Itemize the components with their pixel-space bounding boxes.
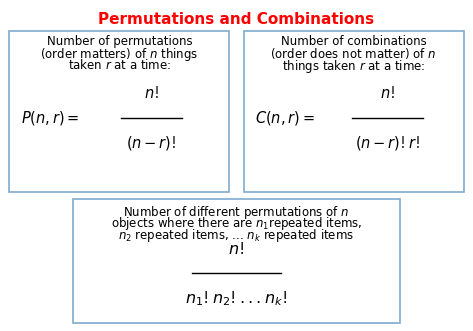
Text: Number of permutations: Number of permutations xyxy=(47,35,192,48)
Text: things taken $r$ at a time:: things taken $r$ at a time: xyxy=(282,58,425,75)
Text: $n_1!n_2!...n_k!$: $n_1!n_2!...n_k!$ xyxy=(185,289,288,307)
Text: (order matters) of $n$ things: (order matters) of $n$ things xyxy=(40,46,199,63)
FancyBboxPatch shape xyxy=(244,31,464,192)
Text: $n!$: $n!$ xyxy=(144,85,159,101)
Text: $n_2$ repeated items, ... $n_k$ repeated items: $n_2$ repeated items, ... $n_k$ repeated… xyxy=(118,227,355,244)
Text: $n!$: $n!$ xyxy=(380,85,395,101)
Text: Number of different permutations of $n$: Number of different permutations of $n$ xyxy=(123,204,350,220)
FancyBboxPatch shape xyxy=(73,199,400,323)
Text: taken $r$ at a time:: taken $r$ at a time: xyxy=(68,58,171,72)
Text: objects where there are $n_1$repeated items,: objects where there are $n_1$repeated it… xyxy=(111,215,362,232)
Text: $P(n,r) =$: $P(n,r) =$ xyxy=(21,109,80,126)
FancyBboxPatch shape xyxy=(9,31,229,192)
Text: (order does not matter) of $n$: (order does not matter) of $n$ xyxy=(270,46,437,61)
Text: $C(n,r) =$: $C(n,r) =$ xyxy=(255,109,315,126)
Text: $(n-r)!r!$: $(n-r)!r!$ xyxy=(355,134,420,152)
Text: Permutations and Combinations: Permutations and Combinations xyxy=(98,12,375,26)
Text: $n!$: $n!$ xyxy=(228,241,245,257)
Text: Number of combinations: Number of combinations xyxy=(280,35,427,48)
Text: $(n-r)!$: $(n-r)!$ xyxy=(126,134,176,152)
